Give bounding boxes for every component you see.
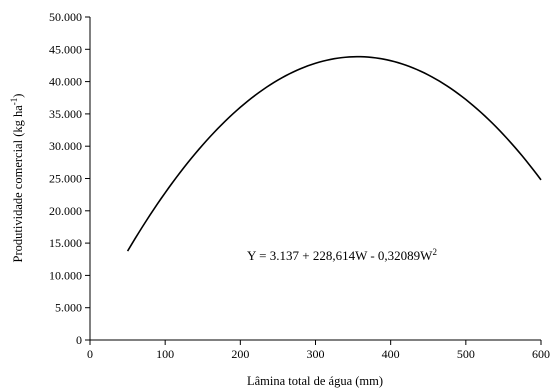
- series-line-fitted-curve: [126, 55, 542, 252]
- x-tick-label: 400: [382, 347, 400, 361]
- x-tick-label: 0: [87, 347, 93, 361]
- x-tick-label: 600: [532, 347, 550, 361]
- x-axis-ticks: 0 100 200 300 400 500 600: [87, 340, 550, 361]
- y-tick-label: 0: [76, 333, 82, 347]
- y-tick-label: 40.000: [49, 75, 82, 89]
- x-tick-label: 200: [231, 347, 249, 361]
- y-tick-label: 45.000: [49, 42, 82, 56]
- x-tick-label: 100: [156, 347, 174, 361]
- regression-equation: Y = 3.137 + 228,614W - 0,32089W2: [247, 247, 437, 263]
- y-tick-label: 5.000: [55, 301, 82, 315]
- x-tick-label: 300: [307, 347, 325, 361]
- y-tick-label: 35.000: [49, 107, 82, 121]
- x-tick-label: 500: [457, 347, 475, 361]
- y-tick-label: 25.000: [49, 172, 82, 186]
- y-tick-label: 15.000: [49, 236, 82, 250]
- x-axis-label: Lâmina total de água (mm): [247, 374, 383, 388]
- y-tick-label: 10.000: [49, 268, 82, 282]
- y-tick-label: 30.000: [49, 139, 82, 153]
- y-axis-ticks: 0 5.000 10.000 15.000 20.000 25.000 30.000 35.0…: [49, 10, 90, 347]
- y-tick-label: 20.000: [49, 204, 82, 218]
- y-axis-label: Produtividade comercial (kg ha-1): [9, 94, 25, 263]
- y-tick-label: 50.000: [49, 10, 82, 24]
